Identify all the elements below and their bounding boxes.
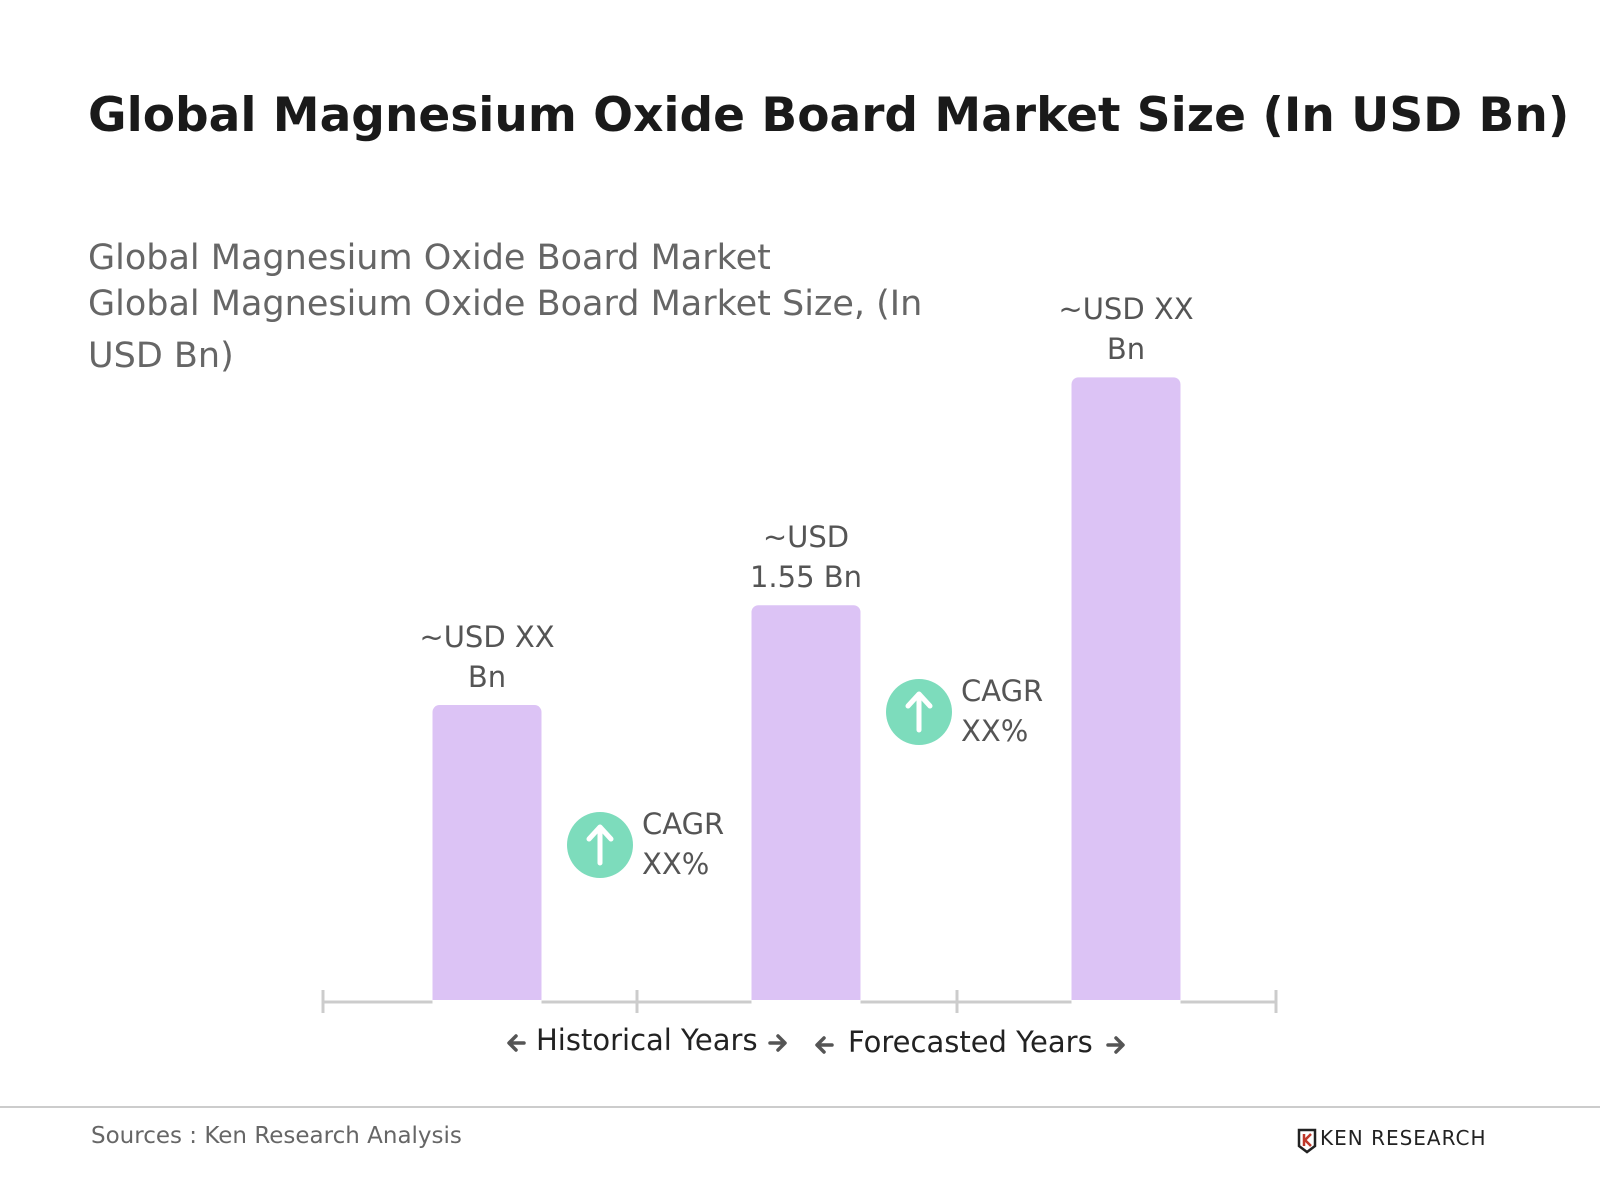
cagr-label: CAGR XX% — [961, 674, 1044, 748]
value-label: ~USD XX Bn — [419, 620, 555, 695]
cagr-arrow — [905, 691, 933, 733]
period-label: Historical Years — [536, 1023, 758, 1057]
axis-ticks — [321, 990, 1278, 1013]
value-label: ~USD 1.55 Bn — [749, 520, 863, 595]
bar — [432, 705, 542, 1008]
bar-foot — [751, 1000, 861, 1008]
logo: KEN RESEARCH — [1320, 1126, 1487, 1150]
plot — [321, 377, 1278, 1054]
bar — [751, 605, 861, 1008]
value-label: ~USD XX Bn — [1058, 292, 1194, 367]
source: Sources : Ken Research Analysis — [91, 1123, 462, 1149]
arrow — [507, 1034, 526, 1052]
arrow — [815, 1036, 834, 1054]
arrow — [1106, 1036, 1125, 1054]
bar — [1071, 377, 1181, 1008]
arrow — [768, 1034, 787, 1052]
period-arrows — [507, 1034, 1125, 1054]
subtitle: Global Magnesium Oxide Board Market — [88, 238, 771, 278]
bar-foot — [1071, 1000, 1181, 1008]
cagr-arrow — [586, 824, 614, 866]
logo-icon — [1297, 1128, 1317, 1154]
bar-foot — [432, 1000, 542, 1008]
cagr-label: CAGR XX% — [642, 807, 725, 881]
subtitle: Global Magnesium Oxide Board Market Size… — [88, 284, 923, 376]
footer-rule — [0, 1106, 1600, 1108]
chart-title: Global Magnesium Oxide Board Market Size… — [88, 88, 1570, 143]
period-label: Forecasted Years — [848, 1025, 1093, 1059]
